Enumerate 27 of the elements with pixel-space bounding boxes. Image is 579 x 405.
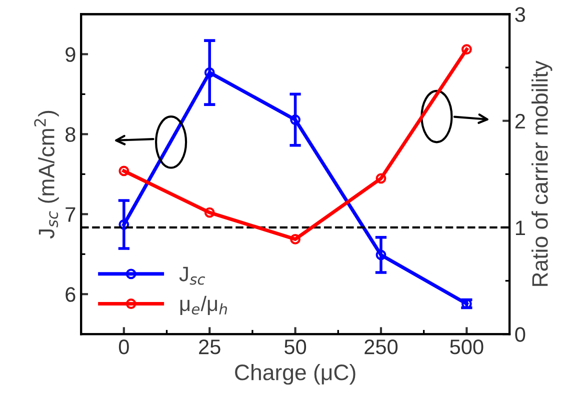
x-tick-label: 250 [364,340,398,354]
x-tick-label: 50 [284,340,306,354]
y-tick-label: 9 [66,47,76,62]
y-axis-title: J$_{sc}$ (mA/cm$^{2}$) [34,110,59,239]
point [290,234,300,244]
point [376,173,386,184]
y2-tick-label: 1 [516,220,525,236]
x-tick-label: 25 [199,340,220,354]
x-tick-label: 0 [118,340,129,354]
y-tick-label: 7 [66,207,76,222]
y2-tick-label: 2 [515,114,525,128]
point [461,44,472,55]
point [118,166,130,176]
point [376,250,386,260]
y-tick-label: 8 [66,127,76,142]
point [118,219,130,230]
y2-tick-label: 3 [515,7,526,22]
y2-axis-title: Ratio of carrier mobility [532,60,552,286]
point [290,114,300,125]
point [204,67,215,78]
y2-tick-label: 0 [515,327,526,342]
x-axis-title: Charge (μC) [235,364,356,385]
legend-label: J$_{sc}$ [179,266,206,285]
y-tick-label: 6 [66,287,76,302]
x-tick-label: 500 [450,340,484,354]
point [204,207,215,218]
legend-label: μ$_{e}$/μ$_{h}$ [180,296,227,315]
